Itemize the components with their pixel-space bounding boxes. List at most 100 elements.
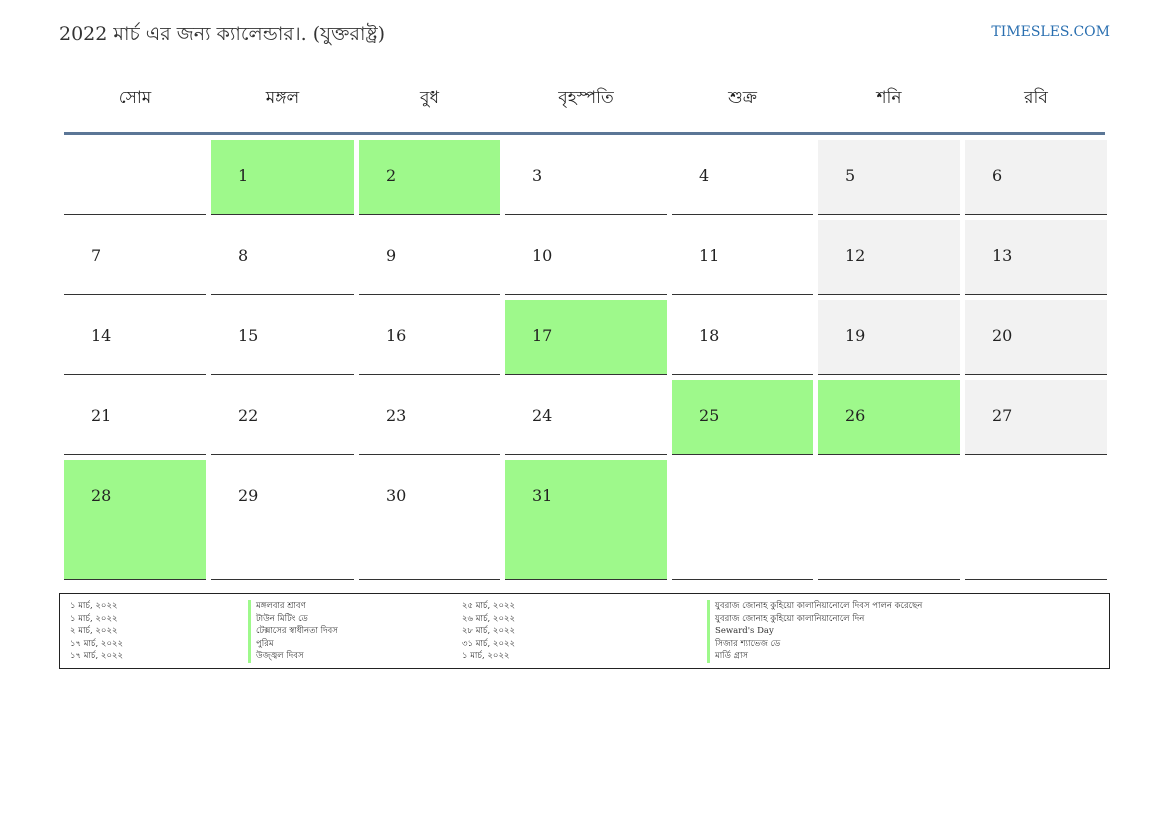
day-cell[interactable]: 1: [211, 140, 354, 215]
day-number: 27: [992, 406, 1013, 425]
day-cell-empty: [965, 460, 1107, 580]
legend-holiday-name: পুরিম: [248, 637, 338, 651]
day-grid: 1 2 3 4 5 6 7 8 9 10 11 12 13 14 15 16 17 18 19 20 21 22 23 24 2…: [64, 140, 1107, 580]
day-number: 22: [238, 406, 259, 425]
day-cell[interactable]: 9: [359, 220, 500, 295]
day-cell[interactable]: 7: [64, 220, 206, 295]
day-cell[interactable]: 6: [965, 140, 1107, 215]
legend-names-left: মঙ্গলবার শ্রাবণ টাউন মিটিং ডে টেক্সাসের স্…: [248, 600, 338, 663]
legend-holiday-name: সিজার শ্যাভেজ ডে: [707, 637, 922, 651]
day-cell[interactable]: 10: [505, 220, 667, 295]
legend-date: ১ মার্চ, ২০২২: [70, 613, 118, 624]
day-number: 29: [238, 486, 259, 505]
day-cell[interactable]: 27: [965, 380, 1107, 455]
day-cell-empty: [64, 140, 206, 215]
day-number: 25: [699, 406, 720, 425]
legend-date: ২৫ মার্চ, ২০২২: [462, 601, 516, 611]
day-number: 7: [91, 246, 102, 265]
day-number: 10: [532, 246, 553, 265]
day-number: 21: [91, 406, 112, 425]
day-number: 3: [532, 166, 543, 185]
day-cell[interactable]: 3: [505, 140, 667, 215]
day-cell[interactable]: 23: [359, 380, 500, 455]
legend-holiday-name: Seward's Day: [707, 625, 922, 638]
weekday-monday: সোম: [118, 88, 152, 108]
day-number: 12: [845, 246, 866, 265]
weekday-friday: শুক্র: [728, 88, 757, 108]
day-cell[interactable]: 26: [818, 380, 960, 455]
legend-holiday-name: যুবরাজ জোনাহ কুহিয়ো কালানিয়ানোলে দিন: [707, 612, 922, 626]
day-cell[interactable]: 8: [211, 220, 354, 295]
day-number: 9: [386, 246, 397, 265]
day-cell[interactable]: 5: [818, 140, 960, 215]
legend-date: ১ মার্চ, ২০২২: [70, 601, 118, 611]
day-cell-empty: [818, 460, 960, 580]
day-number: 13: [992, 246, 1013, 265]
day-cell[interactable]: 24: [505, 380, 667, 455]
day-cell[interactable]: 19: [818, 300, 960, 375]
day-cell[interactable]: 12: [818, 220, 960, 295]
day-number: 4: [699, 166, 710, 185]
day-number: 15: [238, 326, 259, 345]
day-number: 2: [386, 166, 397, 185]
day-number: 17: [532, 326, 553, 345]
page-title: 2022 মার্চ এর জন্য ক্যালেন্ডার।. (যুক্তর…: [59, 23, 385, 45]
day-number: 20: [992, 326, 1013, 345]
day-number: 8: [238, 246, 249, 265]
holiday-legend: ১ মার্চ, ২০২২ ১ মার্চ, ২০২২ ২ মার্চ, ২০২২ ১…: [59, 593, 1110, 669]
weekday-thursday: বৃহস্পতি: [558, 88, 614, 108]
day-cell[interactable]: 30: [359, 460, 500, 580]
day-cell[interactable]: 21: [64, 380, 206, 455]
day-cell[interactable]: 2: [359, 140, 500, 215]
day-cell[interactable]: 4: [672, 140, 813, 215]
legend-holiday-name: যুবরাজ জোনাহ কুহিয়ো কালানিয়ানোলে দিবস …: [707, 600, 922, 613]
day-number: 19: [845, 326, 866, 345]
day-number: 26: [845, 406, 866, 425]
legend-date: ১৭ মার্চ, ২০২২: [70, 651, 124, 662]
day-cell[interactable]: 15: [211, 300, 354, 375]
day-cell[interactable]: 20: [965, 300, 1107, 375]
day-cell[interactable]: 16: [359, 300, 500, 375]
day-number: 14: [91, 326, 112, 345]
legend-date: ১ মার্চ, ২০২২: [462, 651, 510, 662]
legend-holiday-name: টাউন মিটিং ডে: [248, 612, 338, 626]
legend-date: ৩১ মার্চ, ২০২২: [462, 638, 516, 649]
day-cell-empty: [672, 460, 813, 580]
legend-dates-right: ২৫ মার্চ, ২০২২ ২৬ মার্চ, ২০২২ ২৮ মার্চ, ২০…: [462, 600, 515, 663]
weekday-saturday: শনি: [876, 88, 902, 108]
legend-date: ১৭ মার্চ, ২০২২: [70, 638, 124, 649]
day-cell[interactable]: 31: [505, 460, 667, 580]
day-number: 31: [532, 486, 553, 505]
weekday-sunday: রবি: [1024, 88, 1048, 108]
legend-date: ২৮ মার্চ, ২০২২: [462, 626, 516, 637]
day-cell[interactable]: 18: [672, 300, 813, 375]
day-cell[interactable]: 13: [965, 220, 1107, 295]
weekday-tuesday: মঙ্গল: [265, 88, 300, 108]
day-number: 24: [532, 406, 553, 425]
legend-date: ২৬ মার্চ, ২০২২: [462, 613, 516, 624]
day-number: 23: [386, 406, 407, 425]
legend-date: ২ মার্চ, ২০২২: [70, 626, 118, 637]
day-number: 28: [91, 486, 112, 505]
day-number: 16: [386, 326, 407, 345]
day-number: 6: [992, 166, 1003, 185]
day-number: 5: [845, 166, 856, 185]
day-cell[interactable]: 22: [211, 380, 354, 455]
legend-holiday-name: মার্ডি গ্রাস: [707, 650, 922, 663]
day-cell[interactable]: 25: [672, 380, 813, 455]
legend-holiday-name: মঙ্গলবার শ্রাবণ: [248, 600, 338, 613]
weekday-wednesday: বুধ: [420, 88, 439, 108]
weekday-header: সোম মঙ্গল বুধ বৃহস্পতি শুক্র শনি রবি: [64, 80, 1105, 135]
legend-holiday-name: উজ্জ্বল দিবস: [248, 650, 338, 663]
day-cell[interactable]: 17: [505, 300, 667, 375]
day-cell[interactable]: 28: [64, 460, 206, 580]
legend-holiday-name: টেক্সাসের স্বাধীনতা দিবস: [248, 625, 338, 638]
day-number: 11: [699, 246, 720, 265]
site-link[interactable]: TIMESLES.COM: [991, 24, 1110, 40]
day-number: 1: [238, 166, 249, 185]
day-number: 30: [386, 486, 407, 505]
day-cell[interactable]: 11: [672, 220, 813, 295]
day-cell[interactable]: 29: [211, 460, 354, 580]
day-cell[interactable]: 14: [64, 300, 206, 375]
